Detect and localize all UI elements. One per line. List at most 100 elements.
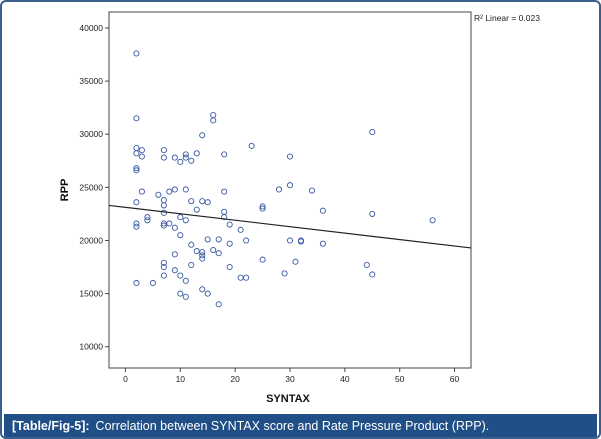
data-point [319,240,326,247]
data-point [369,210,376,217]
data-point [171,267,178,274]
plot-area [108,11,472,369]
data-point [281,270,288,277]
data-point [215,250,222,257]
data-point [166,188,173,195]
data-point [286,153,294,160]
x-axis-label: SYNTAX [266,393,310,405]
data-point [171,186,178,193]
x-tick-label: 0 [123,374,128,384]
data-point [363,261,370,268]
data-point [133,199,140,206]
data-point [259,205,266,212]
data-point [155,191,162,198]
data-point [199,286,206,293]
data-point [133,220,140,227]
data-point [133,223,140,230]
y-axis-label: RPP [59,179,71,202]
data-point [210,246,217,254]
data-point [144,214,151,221]
caption-label: [Table/Fig-5]: [12,419,90,433]
data-point [188,261,195,268]
data-point [369,129,376,136]
data-point [193,248,200,255]
data-point [199,255,206,262]
data-point [171,154,178,161]
data-point [226,263,233,271]
data-point [133,167,140,174]
data-point [133,50,140,57]
data-point [160,154,167,161]
data-point [429,217,436,224]
data-point [160,222,167,229]
y-tick-label: 20000 [79,235,103,245]
data-point [243,237,250,244]
x-tick-label: 20 [230,374,240,384]
data-point [221,151,228,158]
data-point [226,221,233,228]
legend-label: R² Linear = 0.023 [474,13,540,23]
data-point [177,158,184,165]
data-point [199,249,206,256]
data-point [221,188,228,195]
data-point [292,258,299,265]
data-point [286,182,294,189]
data-point [221,214,228,221]
data-point [199,252,206,259]
data-point [308,187,315,194]
data-point [369,271,376,278]
data-point [193,206,200,213]
data-point [160,147,167,154]
data-point [210,117,217,124]
data-point [275,186,283,193]
data-point [259,256,266,263]
x-tick-label: 60 [450,374,460,384]
data-point [177,290,184,297]
data-point [237,226,244,233]
data-point [193,150,200,157]
scatter-chart: 0 10 20 30 40 50 60 10000 15000 20000 25000 30000 35… [59,11,540,405]
data-point [160,259,167,266]
data-point [319,207,326,214]
data-point [149,279,156,287]
x-tick-label: 50 [395,374,405,384]
y-tick-label: 35000 [79,76,103,86]
data-point [243,274,250,281]
data-point [182,154,189,161]
data-point [138,147,145,154]
data-point [160,209,167,216]
data-point [204,236,211,243]
data-point [286,237,294,244]
data-point [138,188,145,195]
data-point [248,142,255,149]
data-point [138,153,145,160]
data-point [171,251,178,258]
data-point [166,220,173,227]
data-point [199,198,206,205]
data-point [133,115,140,122]
data-point [297,238,305,245]
data-point [133,165,140,172]
data-point [182,186,189,193]
y-tick-label: 30000 [79,129,103,139]
data-point [199,132,206,139]
data-point [133,279,140,287]
data-point [160,263,167,271]
data-point [160,202,167,209]
data-point [182,217,189,224]
data-point [259,203,266,210]
data-point [160,272,167,279]
data-point [188,241,195,248]
x-tick-label: 10 [176,374,186,384]
data-point [177,232,184,239]
data-point [204,290,211,297]
data-point [182,151,189,158]
data-point [177,272,184,279]
x-tick-label: 30 [285,374,295,384]
data-point [133,150,140,157]
y-tick-label: 40000 [79,23,103,33]
data-point [215,236,222,243]
data-point [144,217,151,224]
y-tick-label: 15000 [79,289,103,299]
